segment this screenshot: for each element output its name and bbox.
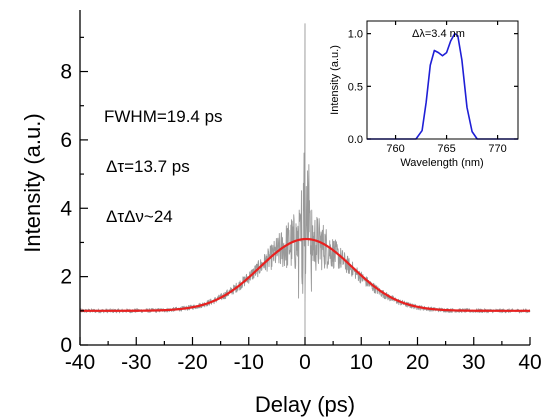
inset-annotation-bandwidth: Δλ=3.4 nm — [412, 28, 465, 40]
main-x-tick-label: -20 — [177, 351, 207, 374]
inset-y-tick-label: 0.5 — [348, 81, 363, 93]
main-x-tick-label: -30 — [121, 351, 151, 374]
main-y-tick-label: 4 — [60, 197, 72, 220]
annotation-time-bandwidth-product: ΔτΔν~24 — [106, 207, 173, 226]
annotation-fwhm: FWHM=19.4 ps — [104, 107, 223, 126]
spectrum-line — [367, 32, 518, 140]
inset-x-axis-label: Wavelength (nm) — [400, 157, 483, 169]
main-x-tick-label: 10 — [350, 351, 373, 374]
annotation-pulse-duration: Δτ=13.7 ps — [106, 157, 190, 176]
inset-frame — [366, 20, 519, 140]
inset-y-axis-label: Intensity (a.u.) — [329, 45, 341, 115]
inset-y-tick-label: 0.0 — [348, 134, 363, 146]
main-x-axis-label: Delay (ps) — [255, 392, 355, 417]
main-y-tick-label: 0 — [60, 334, 72, 357]
inset-background — [367, 21, 518, 139]
main-x-tick-label: -10 — [234, 351, 264, 374]
main-y-tick-label: 2 — [60, 266, 72, 289]
main-axes: -40 -30 -20 -10 0 10 20 30 40 0 2 4 6 8 — [60, 10, 542, 374]
inset-axes: 760 765 770 0.0 0.5 1.0 — [348, 20, 519, 155]
main-x-tick-label: 0 — [299, 351, 311, 374]
main-x-tick-label: 30 — [462, 351, 485, 374]
inset-y-tick-label: 1.0 — [348, 29, 363, 41]
main-x-tick-label: 20 — [406, 351, 429, 374]
inset-series-layer — [367, 32, 518, 140]
inset-x-tick-label: 770 — [488, 143, 506, 155]
gaussian-fit-line — [80, 237, 530, 312]
inset-x-tick-label: 765 — [437, 143, 455, 155]
inset-x-tick-label: 760 — [386, 143, 404, 155]
main-y-tick-label: 6 — [60, 129, 72, 152]
main-x-tick-label: 40 — [518, 351, 541, 374]
main-y-tick-label: 8 — [60, 61, 72, 84]
inset-chart: 760 765 770 0.0 0.5 1.0 Δλ=3.4 nm Wavelength … — [329, 20, 519, 169]
main-y-axis-label: Intensity (a.u.) — [20, 113, 45, 252]
main-x-tick-label: -40 — [65, 351, 95, 374]
